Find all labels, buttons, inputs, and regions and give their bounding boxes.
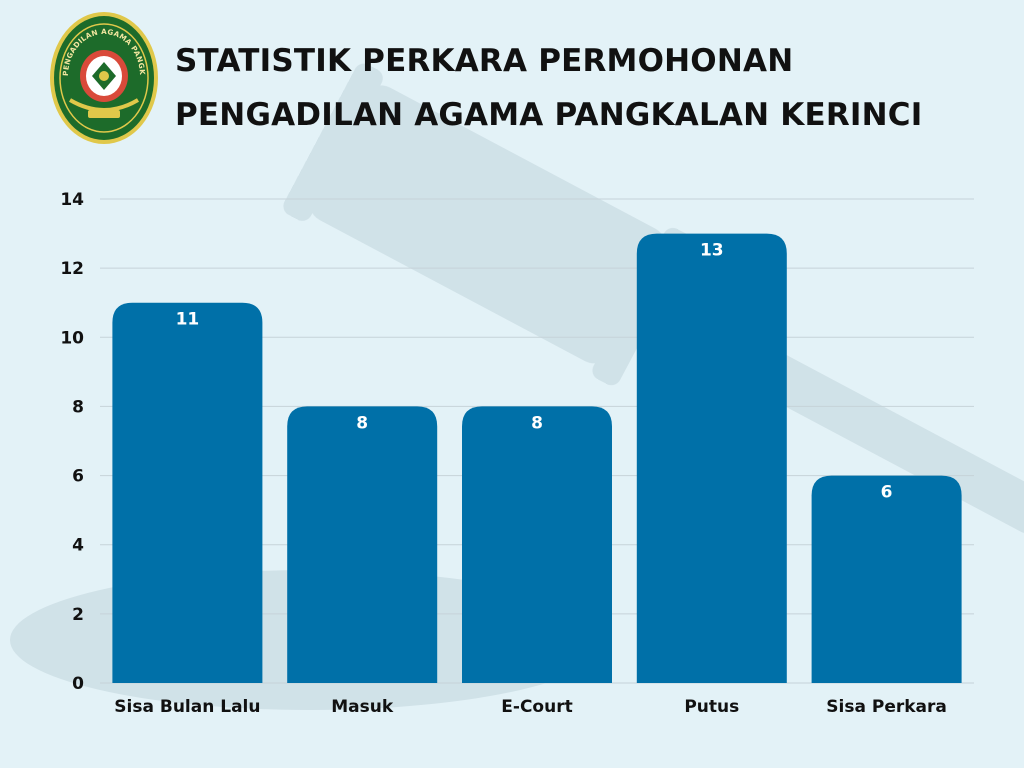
data-label: 8 (531, 413, 543, 433)
y-tick-label: 6 (72, 467, 84, 487)
page-title: STATISTIK PERKARA PERMOHONAN PENGADILAN … (175, 34, 1015, 142)
bar (636, 233, 787, 684)
y-axis: 0 2 4 6 8 10 12 14 (60, 190, 84, 694)
data-label: 11 (176, 310, 200, 330)
data-label: 13 (700, 241, 724, 261)
x-category-label: Sisa Bulan Lalu (114, 697, 260, 717)
y-tick-label: 2 (72, 605, 84, 625)
chart-bars: 11 8 8 13 6 (112, 233, 962, 684)
x-category-label: Putus (684, 697, 739, 717)
bar (811, 475, 962, 683)
y-tick-label: 4 (72, 536, 84, 556)
court-logo-icon: PENGADILAN AGAMA PANGKALAN KERINCI (48, 10, 158, 144)
x-axis: Sisa Bulan Lalu Masuk E-Court Putus Sisa Per… (114, 697, 947, 717)
y-tick-label: 10 (60, 328, 84, 348)
title-line-1: STATISTIK PERKARA PERMOHONAN (175, 43, 794, 79)
data-label: 8 (356, 413, 368, 433)
y-tick-label: 14 (60, 190, 84, 210)
x-category-label: E-Court (501, 697, 572, 717)
x-category-label: Masuk (331, 697, 394, 717)
bar (112, 302, 263, 683)
bar (287, 406, 438, 683)
x-category-label: Sisa Perkara (826, 697, 947, 717)
title-line-2: PENGADILAN AGAMA PANGKALAN KERINCI (175, 97, 923, 133)
y-tick-label: 8 (72, 397, 84, 417)
y-tick-label: 12 (60, 259, 84, 279)
y-tick-label: 0 (72, 674, 84, 694)
data-label: 6 (881, 483, 893, 503)
bar (462, 406, 612, 683)
